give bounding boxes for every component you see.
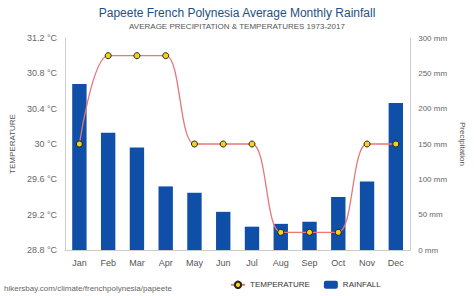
svg-text:150 mm: 150 mm [418,140,447,149]
svg-text:Apr: Apr [159,258,173,268]
svg-text:Oct: Oct [331,258,346,268]
svg-text:29.2 °C: 29.2 °C [27,210,58,220]
svg-text:Nov: Nov [359,258,376,268]
svg-text:Jul: Jul [246,258,258,268]
svg-text:28.8 °C: 28.8 °C [27,245,58,255]
svg-text:31.2 °C: 31.2 °C [27,33,58,43]
svg-text:30.8 °C: 30.8 °C [27,68,58,78]
svg-text:Aug: Aug [273,258,289,268]
svg-text:30.4 °C: 30.4 °C [27,104,58,114]
svg-text:250 mm: 250 mm [418,69,447,78]
svg-text:Precipitation: Precipitation [458,122,467,166]
svg-text:Jan: Jan [72,258,87,268]
svg-text:TEMPERATURE: TEMPERATURE [250,280,310,289]
svg-text:300 mm: 300 mm [418,34,447,43]
svg-text:hikersbay.com/climate/frenchpo: hikersbay.com/climate/frenchpolynesia/pa… [4,284,172,293]
svg-text:Papeete French Polynesia Avera: Papeete French Polynesia Average Monthly… [99,6,376,20]
svg-text:100 mm: 100 mm [418,175,447,184]
svg-text:50 mm: 50 mm [418,210,443,219]
svg-text:30 °C: 30 °C [34,139,57,149]
svg-text:29.6 °C: 29.6 °C [27,174,58,184]
svg-text:AVERAGE PRECIPITATION & TEMPER: AVERAGE PRECIPITATION & TEMPERATURES 197… [129,22,345,31]
svg-text:0 mm: 0 mm [418,246,438,255]
svg-text:Jun: Jun [216,258,231,268]
svg-text:Mar: Mar [129,258,145,268]
svg-text:RAINFALL: RAINFALL [343,280,381,289]
svg-text:Feb: Feb [100,258,116,268]
svg-text:Sep: Sep [302,258,318,268]
svg-text:200 mm: 200 mm [418,104,447,113]
svg-text:Dec: Dec [388,258,405,268]
svg-text:TEMPERATURE: TEMPERATURE [8,114,17,174]
svg-text:May: May [186,258,204,268]
